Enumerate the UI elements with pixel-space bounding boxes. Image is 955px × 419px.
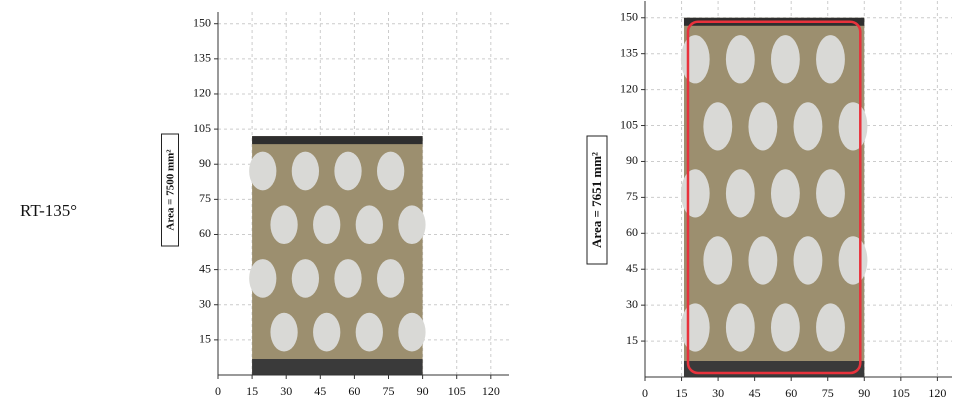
area-label-text: Area = 7651 mm² bbox=[589, 152, 604, 248]
y-tick-label: 30 bbox=[626, 297, 638, 311]
x-tick-label: 45 bbox=[749, 386, 761, 400]
y-tick-label: 45 bbox=[626, 261, 638, 275]
y-tick-label: 150 bbox=[193, 15, 211, 29]
y-tick-label: 60 bbox=[626, 225, 638, 239]
lattice-hole bbox=[793, 102, 823, 151]
x-tick-label: 15 bbox=[676, 386, 688, 400]
x-tick-label: 90 bbox=[858, 386, 870, 400]
y-tick-label: 60 bbox=[199, 226, 211, 240]
lattice-hole bbox=[355, 312, 383, 352]
x-tick-label: 120 bbox=[482, 384, 500, 398]
lattice-hole bbox=[270, 312, 298, 352]
lattice-hole bbox=[334, 151, 362, 191]
x-tick-label: 60 bbox=[348, 384, 360, 398]
x-tick-label: 105 bbox=[892, 386, 910, 400]
row-label: RT-135° bbox=[20, 201, 77, 220]
lattice-hole bbox=[355, 205, 383, 245]
lattice-hole bbox=[703, 236, 733, 285]
lattice-hole bbox=[291, 259, 320, 298]
lattice-hole bbox=[816, 35, 845, 84]
y-tick-label: 135 bbox=[193, 51, 211, 65]
lattice-hole bbox=[770, 35, 800, 84]
lattice-hole bbox=[770, 303, 800, 352]
lattice-hole bbox=[376, 151, 405, 191]
fixture-bottom bbox=[252, 359, 423, 375]
area-label: Area = 7500 mm² bbox=[161, 133, 179, 247]
y-tick-label: 75 bbox=[626, 189, 638, 203]
lattice-hole bbox=[703, 102, 733, 151]
y-tick-label: 135 bbox=[620, 45, 638, 59]
lattice-hole bbox=[838, 236, 868, 285]
y-tick-label: 150 bbox=[620, 10, 638, 24]
y-tick-label: 15 bbox=[199, 332, 211, 346]
lattice-hole bbox=[291, 151, 320, 191]
fixture-bottom bbox=[683, 361, 865, 377]
lattice-hole bbox=[680, 169, 710, 218]
x-tick-label: 0 bbox=[642, 386, 648, 400]
lattice-hole bbox=[725, 303, 755, 352]
x-tick-label: 45 bbox=[314, 384, 326, 398]
lattice-hole bbox=[725, 169, 755, 218]
lattice-hole bbox=[270, 205, 298, 245]
y-tick-label: 90 bbox=[199, 156, 211, 170]
lattice-hole bbox=[680, 303, 710, 352]
lattice-hole bbox=[838, 102, 868, 151]
x-tick-label: 30 bbox=[712, 386, 724, 400]
lattice-hole bbox=[816, 169, 845, 218]
x-tick-label: 90 bbox=[417, 384, 429, 398]
lattice-hole bbox=[249, 151, 277, 191]
y-tick-label: 105 bbox=[620, 117, 638, 131]
y-tick-label: 75 bbox=[199, 191, 211, 205]
y-tick-label: 90 bbox=[626, 153, 638, 167]
x-tick-label: 60 bbox=[785, 386, 797, 400]
lattice-hole bbox=[398, 312, 426, 352]
lattice-hole bbox=[793, 236, 823, 285]
x-tick-label: 120 bbox=[928, 386, 946, 400]
lattice-hole bbox=[680, 35, 710, 84]
y-tick-label: 30 bbox=[199, 296, 211, 310]
area-label-box bbox=[161, 133, 179, 247]
y-tick-label: 120 bbox=[620, 81, 638, 95]
lattice-hole bbox=[249, 259, 277, 298]
area-outline bbox=[686, 20, 862, 375]
x-tick-label: 105 bbox=[448, 384, 466, 398]
area-label-text: Area = 7500 mm² bbox=[165, 149, 177, 231]
lattice-hole bbox=[313, 205, 341, 245]
lattice-hole bbox=[725, 35, 755, 84]
x-tick-label: 0 bbox=[215, 384, 221, 398]
lattice-hole bbox=[313, 312, 341, 352]
y-tick-label: 120 bbox=[193, 86, 211, 100]
lattice-hole bbox=[770, 169, 800, 218]
lattice-hole bbox=[334, 259, 362, 298]
x-tick-label: 75 bbox=[822, 386, 834, 400]
x-tick-label: 75 bbox=[383, 384, 395, 398]
area-label-box bbox=[586, 135, 608, 265]
lattice-hole bbox=[748, 102, 778, 151]
lattice-hole bbox=[816, 303, 845, 352]
area-label: Area = 7651 mm² bbox=[586, 135, 608, 265]
x-tick-label: 30 bbox=[280, 384, 292, 398]
lattice-hole bbox=[398, 205, 426, 245]
y-tick-label: 15 bbox=[626, 333, 638, 347]
y-tick-label: 105 bbox=[193, 121, 211, 135]
lattice-hole bbox=[376, 259, 405, 298]
lattice-hole bbox=[748, 236, 778, 285]
fixture-top bbox=[252, 136, 423, 145]
x-tick-label: 15 bbox=[246, 384, 258, 398]
y-tick-label: 45 bbox=[199, 261, 211, 275]
